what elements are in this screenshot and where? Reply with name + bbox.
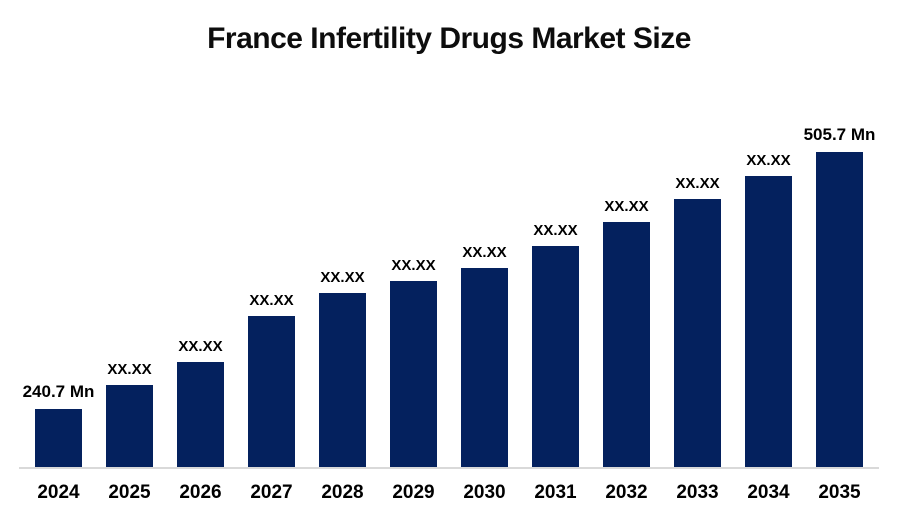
bar-group: XX.XX [520,118,591,467]
bar-value-label: XX.XX [391,257,436,274]
bar [177,362,224,467]
bar-chart: 240.7 Mn XX.XX XX.XX XX.XX XX.XX XX.XX XX.XX XX… [19,118,879,504]
bars-row: 240.7 Mn XX.XX XX.XX XX.XX XX.XX XX.XX XX.XX XX… [23,118,875,467]
bar [319,293,366,467]
bar-value-label: XX.XX [249,292,294,309]
bar-value-label: XX.XX [107,361,152,378]
x-axis-line [19,467,879,469]
bar-group: XX.XX [307,118,378,467]
bar-group: XX.XX [662,118,733,467]
bar [390,281,437,467]
x-axis-tick-label: 2032 [605,482,648,503]
x-axis-tick-label: 2034 [747,482,790,503]
bar [461,268,508,467]
bar-group: XX.XX [591,118,662,467]
bar-group: XX.XX [378,118,449,467]
bar-group: 240.7 Mn [23,118,94,467]
bar-group: XX.XX [733,118,804,467]
bar [35,409,82,467]
bar-value-label: XX.XX [675,175,720,192]
bar-group: XX.XX [165,118,236,467]
bar-group: XX.XX [449,118,520,467]
bar-value-label: XX.XX [320,269,365,286]
x-axis-tick-label: 2027 [250,482,293,503]
bar-value-label: XX.XX [178,338,223,355]
x-axis-labels-row: 2024 2025 2026 2027 2028 2029 2030 2031 2032 2033… [23,482,875,504]
x-axis-tick-label: 2031 [534,482,577,503]
bar [603,222,650,467]
bar-value-label: 505.7 Mn [803,125,876,144]
x-axis-tick-label: 2029 [392,482,435,503]
x-axis-tick-label: 2030 [463,482,506,503]
bar [106,385,153,467]
bar-value-label: XX.XX [533,222,578,239]
bar [745,176,792,467]
bar [248,316,295,467]
x-axis-tick-label: 2025 [108,482,151,503]
bar [532,246,579,467]
x-axis-tick-label: 2024 [37,482,80,503]
bar-value-label: XX.XX [604,198,649,215]
x-axis-tick-label: 2035 [818,482,861,503]
bar-value-label: XX.XX [746,152,791,169]
chart-title: France Infertility Drugs Market Size [207,22,691,55]
bar-group: XX.XX [94,118,165,467]
bar-value-label: XX.XX [462,244,507,261]
bar [674,199,721,467]
bar-group: 505.7 Mn [804,118,875,467]
bar-group: XX.XX [236,118,307,467]
bar-value-label: 240.7 Mn [22,382,95,401]
x-axis-tick-label: 2026 [179,482,222,503]
bar [816,152,863,467]
x-axis-tick-label: 2028 [321,482,364,503]
x-axis-tick-label: 2033 [676,482,719,503]
